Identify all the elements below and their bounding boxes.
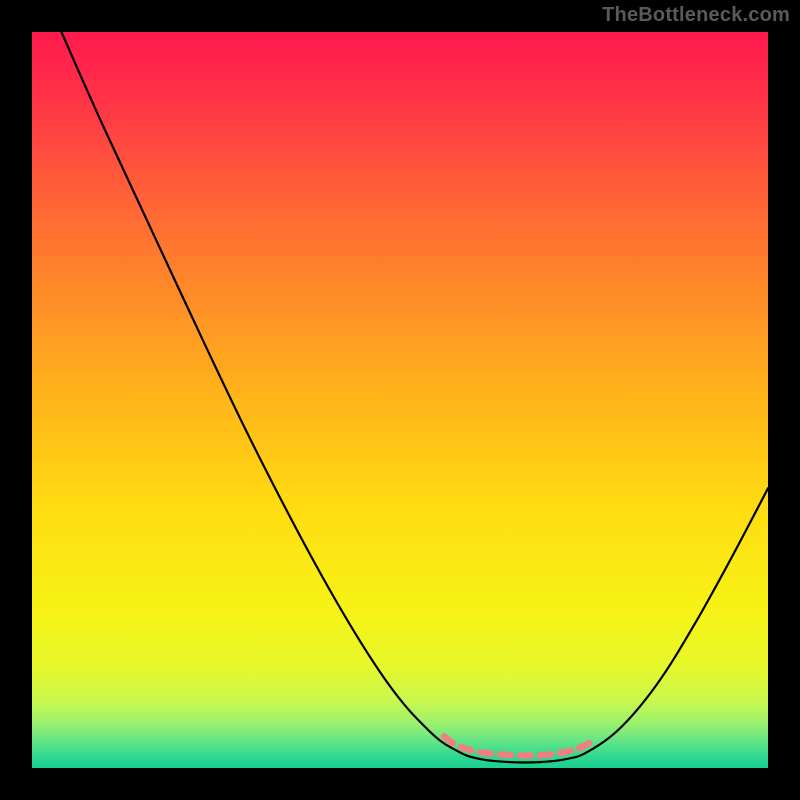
chart-outer-frame: TheBottleneck.com [0,0,800,800]
bottleneck-curve-chart [32,32,768,768]
plot-area [32,32,768,768]
watermark-text: TheBottleneck.com [602,4,790,27]
gradient-background [32,32,768,768]
